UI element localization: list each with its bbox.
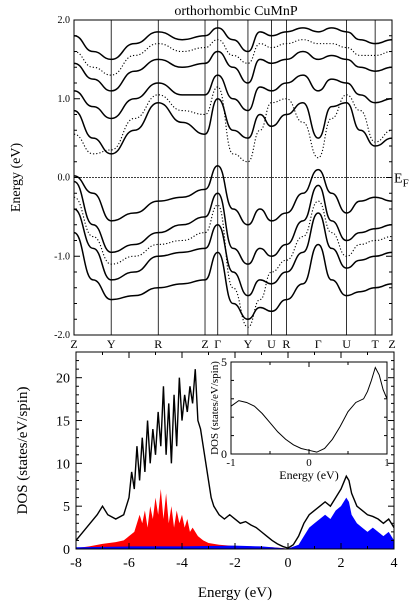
dos-red-area	[76, 489, 288, 549]
k-point-label: U	[342, 337, 351, 351]
dos-x-tick-label: 4	[391, 556, 398, 571]
band-dotted-line	[74, 196, 392, 328]
dos-inset-y-axis-label: DOS (states/eV/spin)	[209, 361, 221, 455]
dos-x-tick-label: 0	[285, 556, 292, 571]
band-y-tick-label: -1.0	[54, 251, 70, 262]
fermi-level-label: EF	[394, 172, 409, 190]
dos-inset-x-tick-label: -1	[226, 457, 235, 469]
dos-x-tick-label: -8	[70, 556, 82, 571]
band-dotted-line	[74, 39, 392, 76]
k-point-label: T	[371, 337, 379, 351]
fermi-level-label-main: E	[394, 172, 403, 187]
k-point-label: Y	[107, 337, 116, 351]
dos-total-curve	[75, 369, 395, 549]
dos-inset-x-axis-label: Energy (eV)	[279, 468, 338, 482]
dos-inset-curve	[230, 366, 388, 453]
dos-x-tick-label: -6	[123, 556, 135, 571]
k-point-label: Γ	[315, 337, 322, 351]
dos-x-tick-label: 2	[338, 556, 345, 571]
dos-x-ticks: -8 -6 -4 -2 0 2 4	[70, 352, 398, 571]
dos-inset: 05 -1 0 1 Energy (eV) DOS (states/eV/spin)	[209, 355, 390, 482]
band-structure-y-axis-label: Energy (eV)	[9, 143, 24, 213]
band-solid-line	[74, 208, 392, 297]
dos-y-tick-label: 10	[56, 457, 70, 472]
band-solid-line	[74, 231, 392, 321]
dos-inset-y-ticks: 05	[221, 355, 387, 461]
band-y-tick-label: 2.0	[58, 15, 71, 26]
band-solid-line	[74, 74, 392, 120]
dos-inset-y-tick-label: 5	[221, 355, 227, 369]
band-structure-lines	[74, 27, 392, 328]
dos-inset-x-ticks: -1 0 1	[226, 362, 390, 469]
k-point-label: U	[267, 337, 276, 351]
dos-y-tick-label: 5	[63, 500, 70, 515]
band-structure-title: orthorhombic CuMnP	[174, 4, 297, 19]
band-solid-line	[74, 27, 392, 61]
band-dotted-line	[74, 86, 392, 163]
band-solid-line	[74, 50, 392, 92]
dos-x-tick-label: -4	[176, 556, 188, 571]
dos-y-tick-label: 20	[56, 372, 70, 387]
band-y-tick-label: 1.0	[58, 94, 71, 105]
dos-inset-x-tick-label: 1	[384, 457, 390, 469]
dos-inset-line	[230, 366, 388, 453]
k-point-label: Z	[201, 337, 208, 351]
dos-inset-background	[231, 362, 387, 454]
dos-x-axis-label: Energy (eV)	[198, 585, 272, 601]
band-structure-y-ticks: -2.0 -1.0 0.0 1.0 2.0	[54, 15, 392, 341]
k-point-label: Γ	[214, 337, 221, 351]
band-y-tick-label: -2.0	[54, 330, 70, 341]
dos-blue-area	[76, 497, 394, 549]
dos-filled-areas	[76, 489, 394, 549]
k-point-label: R	[282, 337, 290, 351]
k-point-label: Z	[70, 337, 77, 351]
dos-x-tick-label: -2	[229, 556, 241, 571]
k-point-label: R	[154, 337, 162, 351]
band-solid-line	[74, 164, 392, 226]
band-y-tick-label: 0.0	[58, 173, 71, 184]
dos-total-line	[75, 369, 395, 549]
dos-y-tick-label: 15	[56, 415, 70, 430]
fermi-level-label-subscript: F	[403, 178, 409, 190]
band-structure-panel: orthorhombic CuMnP EF -2.0-1.00.01.02.0 …	[9, 4, 409, 351]
dos-inset-x-tick-label: 0	[306, 457, 312, 469]
k-point-label: Y	[244, 337, 253, 351]
band-solid-line	[74, 97, 392, 155]
k-point-label: Z	[388, 337, 395, 351]
dos-inset-y-tick-label: 0	[221, 447, 227, 461]
dos-y-axis-label: DOS (states/eV/spin)	[15, 387, 31, 515]
band-solid-line	[74, 180, 392, 265]
dos-y-tick-label: 0	[63, 543, 70, 558]
